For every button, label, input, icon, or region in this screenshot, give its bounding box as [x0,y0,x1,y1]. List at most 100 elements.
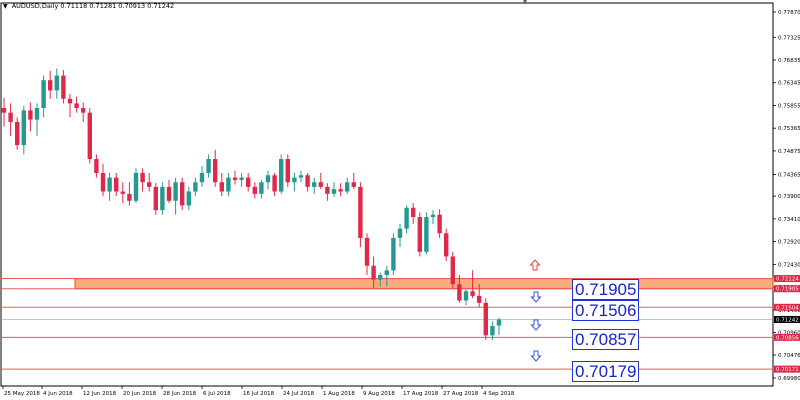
candle-body [430,214,436,218]
candle-body [437,214,442,234]
candle-body [285,159,290,183]
candle [67,94,73,118]
chart-ohlc: 0.71118 0.71281 0.70913 0.71242 [60,2,175,10]
price-zone [74,278,774,290]
candle [331,182,337,198]
candle-body [87,112,92,160]
candle [312,177,317,194]
x-tick-label: 16 Jul 2018 [243,391,275,397]
candle [160,182,165,215]
candle [114,172,119,197]
candle [28,102,33,132]
candle-body [483,302,488,336]
y-tick-label: 0.75365 [778,126,800,132]
level-price-tag [774,365,800,373]
candle [48,70,53,99]
candle [351,172,356,190]
candle [411,203,416,224]
chart-shift-marker-icon[interactable] [523,0,527,5]
candle [54,68,59,99]
candle [444,228,449,262]
candle-body [48,80,53,91]
candle [430,210,436,224]
candle-body [246,177,251,187]
level-price-tag-label: 0.70856 [776,335,799,341]
level-price-tag-label: 0.71504 [776,305,799,311]
candle [378,272,383,287]
level-price-tag [774,275,800,283]
candle [186,186,191,211]
candle [100,163,106,197]
candle-body [364,237,370,266]
y-tick-label: 0.72430 [778,262,800,268]
candle-body [180,182,185,206]
candle [87,108,92,164]
candle [305,172,310,192]
candle-body [140,172,145,183]
current-price-tag [774,315,800,323]
candle [239,172,244,187]
y-tick-label: 0.70476 [778,353,800,359]
y-tick-label: 0.74365 [778,173,800,179]
candle [232,170,238,185]
candle [338,183,343,197]
y-tick-label: 0.76345 [778,81,800,87]
candle-body [345,182,350,192]
candle-body [120,191,125,194]
candle [133,168,139,204]
y-tick-label: 0.70960 [778,331,800,337]
candle-body [28,110,33,120]
candle-body [173,182,178,201]
candle-body [371,265,376,280]
candle [199,166,205,187]
candle-body [232,177,238,180]
x-tick-label: 4 Sep 2018 [483,391,515,397]
candle-body [100,172,106,192]
y-tick-label: 0.77325 [778,35,800,41]
candle [252,182,257,199]
candle-body [338,189,343,192]
candle [279,154,284,194]
candle-body [81,108,86,113]
y-tick-label: 0.73410 [778,217,800,223]
candle [1,97,7,127]
candle-body [391,237,396,271]
candle [298,170,304,183]
chart-menu-triangle-icon[interactable]: ▼ [3,3,8,10]
candle [180,177,185,211]
candle-body [226,177,231,192]
candle [213,149,218,187]
candle [437,209,442,238]
candle-body [477,295,482,303]
y-tick-label: 0.74875 [778,149,800,155]
candle-body [463,291,469,301]
y-tick-label: 0.77870 [778,10,800,16]
candle [147,172,152,192]
candle-body [114,177,119,192]
x-tick-label: 6 Jul 2018 [203,391,231,397]
arrow-down-icon-1 [530,291,542,303]
x-tick-label: 20 Jun 2018 [123,391,157,397]
candle-body [457,284,462,301]
candle-body [1,108,7,113]
y-tick-label: 0.76835 [778,58,800,64]
candle [345,177,350,194]
level-price-tag [774,285,800,293]
candle [193,177,198,197]
candle-body [153,186,158,211]
candle-body [378,275,383,280]
candle [173,177,178,215]
candle [325,183,330,201]
candle-body [331,189,337,194]
level-price-tag [774,333,800,341]
candle-body [298,175,304,178]
level-box-2: 0.71506 [572,300,640,321]
candle-body [160,186,165,211]
candle-body [496,319,502,326]
x-tick-label: 9 Aug 2018 [363,391,395,397]
candle-body [127,193,132,201]
candle [127,182,132,206]
candle [94,154,99,178]
